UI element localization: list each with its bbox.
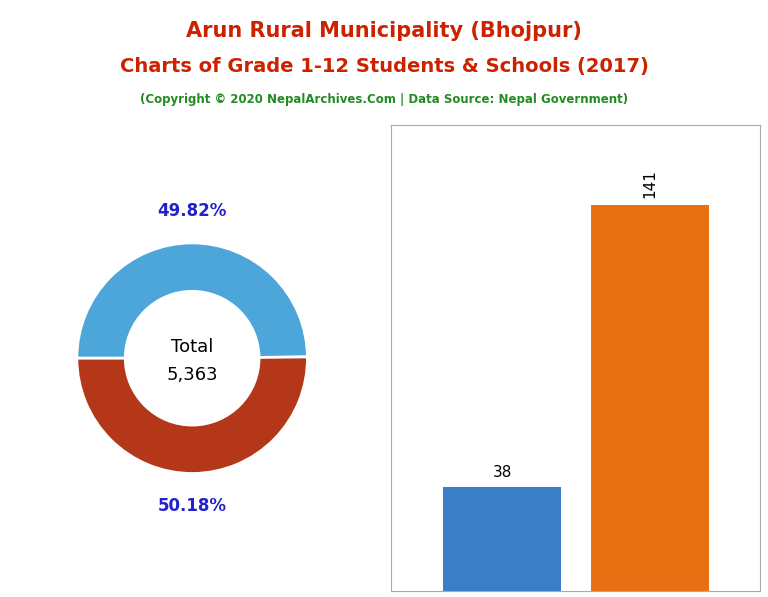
Wedge shape <box>77 357 307 473</box>
Text: 141: 141 <box>642 169 657 198</box>
Bar <box>591 205 709 591</box>
Wedge shape <box>77 243 307 358</box>
Text: 50.18%: 50.18% <box>157 497 227 515</box>
Text: (Copyright © 2020 NepalArchives.Com | Data Source: Nepal Government): (Copyright © 2020 NepalArchives.Com | Da… <box>140 93 628 106</box>
Text: Charts of Grade 1-12 Students & Schools (2017): Charts of Grade 1-12 Students & Schools … <box>120 57 648 76</box>
Text: Total: Total <box>171 338 214 356</box>
Text: 38: 38 <box>492 465 511 480</box>
Bar <box>443 487 561 591</box>
Text: 49.82%: 49.82% <box>157 202 227 220</box>
Text: Arun Rural Municipality (Bhojpur): Arun Rural Municipality (Bhojpur) <box>186 21 582 41</box>
Text: 5,363: 5,363 <box>167 367 218 384</box>
